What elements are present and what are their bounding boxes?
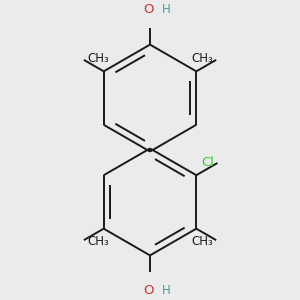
Text: H: H bbox=[162, 284, 170, 297]
Text: CH₃: CH₃ bbox=[87, 52, 109, 65]
Text: CH₃: CH₃ bbox=[87, 235, 109, 248]
Text: O: O bbox=[143, 3, 154, 16]
Text: CH₃: CH₃ bbox=[191, 235, 213, 248]
Text: Cl: Cl bbox=[201, 157, 214, 169]
Text: O: O bbox=[143, 284, 154, 297]
Text: CH₃: CH₃ bbox=[191, 52, 213, 65]
Text: H: H bbox=[162, 3, 170, 16]
